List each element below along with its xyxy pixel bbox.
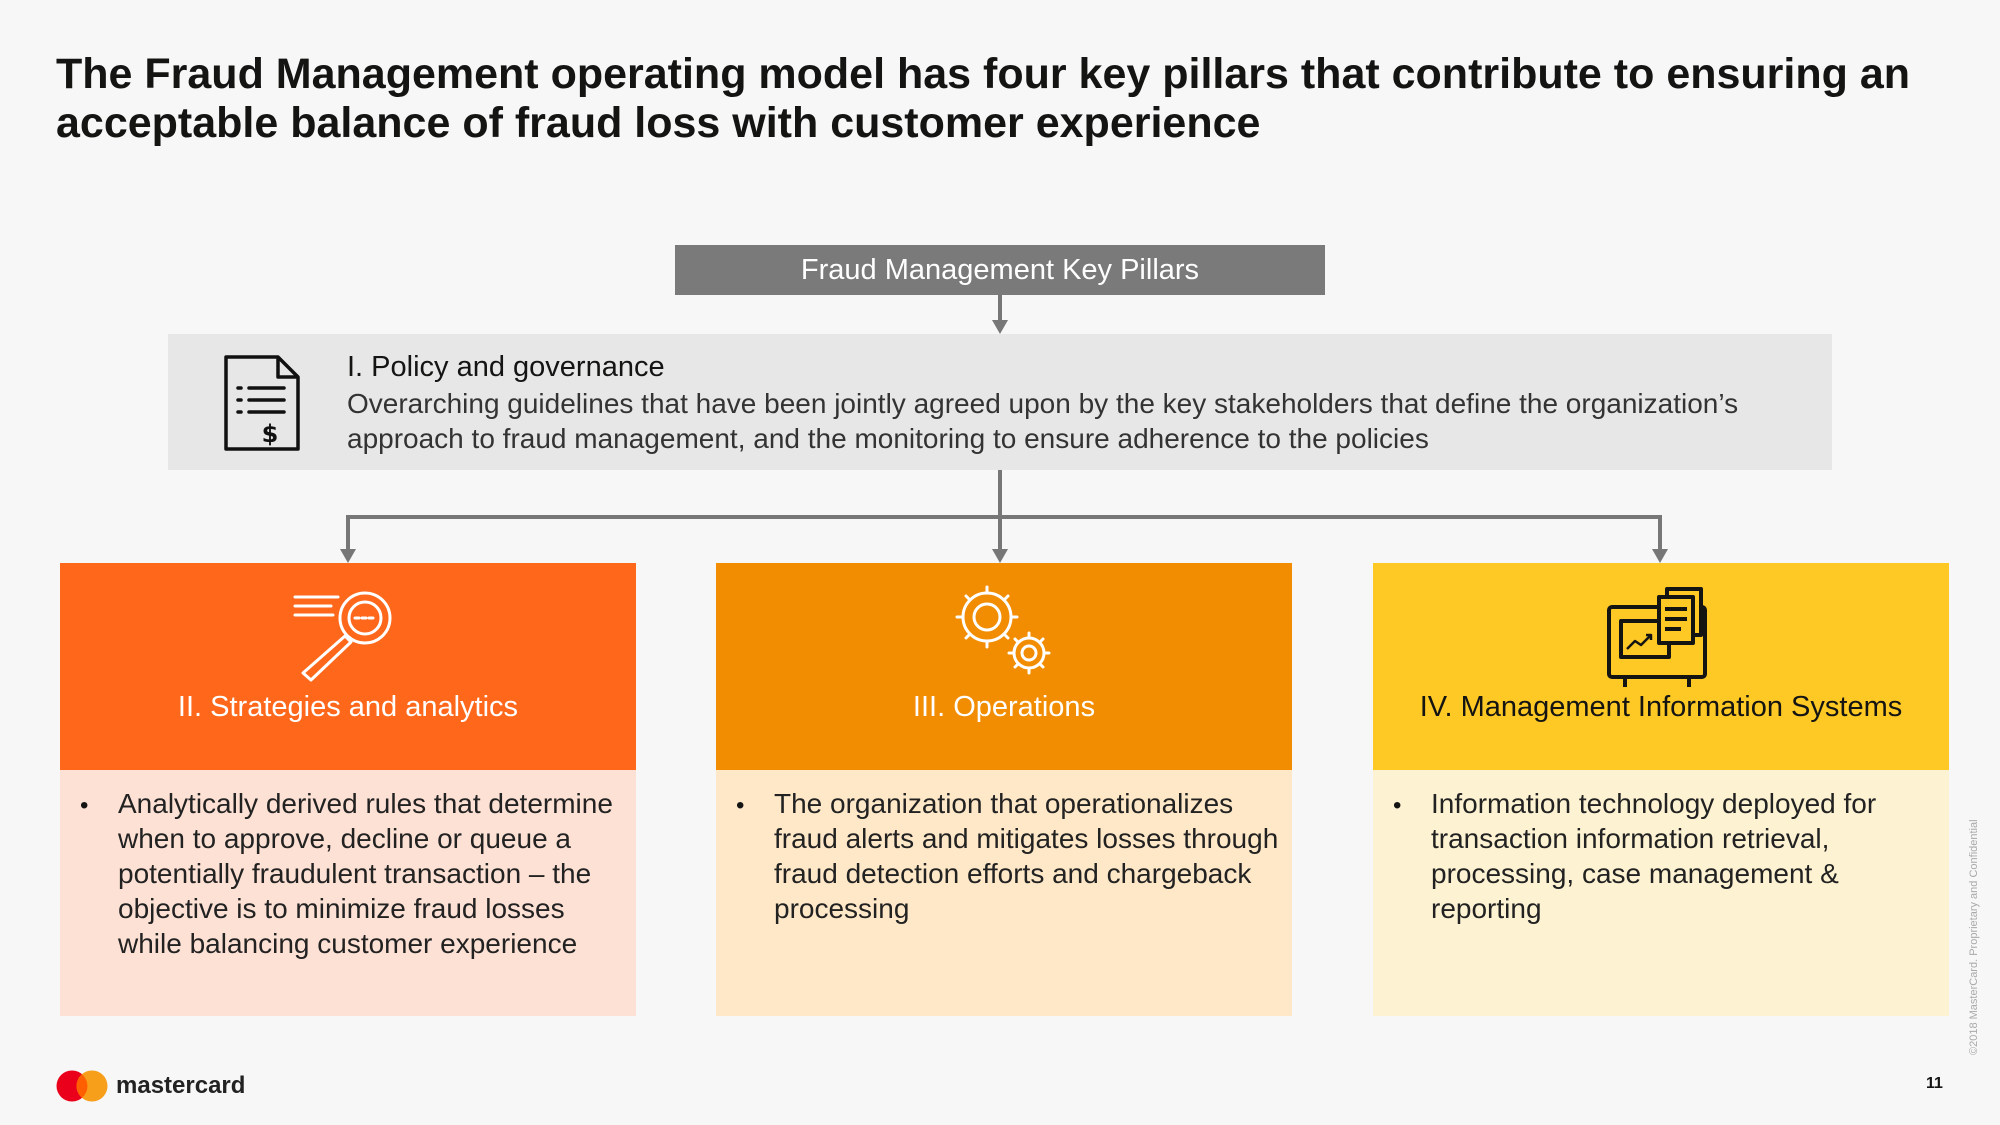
brand-wordmark: mastercard xyxy=(116,1072,246,1099)
policy-governance-box: $ I. Policy and governance Overarching g… xyxy=(168,334,1832,470)
key-pillars-header: Fraud Management Key Pillars xyxy=(675,245,1325,295)
mastercard-logo xyxy=(56,1070,108,1102)
pillar-title: III. Operations xyxy=(912,691,1096,723)
gears-icon xyxy=(955,585,1051,675)
pillar-header: II. Strategies and analytics xyxy=(60,563,636,770)
pillar-body: • Information technology deployed for tr… xyxy=(1373,770,1949,1016)
pillar-title: II. Strategies and analytics xyxy=(177,691,519,723)
magnifier-icon xyxy=(293,591,392,682)
svg-text:$: $ xyxy=(262,420,279,448)
slide-title: The Fraud Management operating model has… xyxy=(56,50,1911,147)
pillar-header: III. Operations xyxy=(716,563,1292,770)
document-dollar-icon: $ xyxy=(224,355,300,451)
copyright-notice: ©2018 MasterCard. Proprietary and Confid… xyxy=(1968,819,1980,1055)
bullet-marker: • xyxy=(1393,792,1402,819)
policy-description: Overarching guidelines that have been jo… xyxy=(347,388,1739,454)
pillar-description: The organization that operationalizes fr… xyxy=(774,788,1279,924)
pillar-description: Analytically derived rules that determin… xyxy=(118,788,613,959)
bullet-marker: • xyxy=(80,792,89,819)
page-number: 11 xyxy=(1926,1075,1943,1092)
pillar-operations: III. Operations • The organization that … xyxy=(716,563,1292,1016)
pillar-title: IV. Management Information Systems xyxy=(1419,691,1903,723)
monitor-report-icon xyxy=(1607,587,1707,687)
policy-title: I. Policy and governance xyxy=(347,351,665,383)
pillar-body: • The organization that operationalizes … xyxy=(716,770,1292,1016)
pillar-management-information-systems: IV. Management Information Systems • Inf… xyxy=(1373,563,1949,1016)
bullet-marker: • xyxy=(736,792,745,819)
pillar-header: IV. Management Information Systems xyxy=(1373,563,1949,770)
pillar-strategies-analytics: II. Strategies and analytics • Analytica… xyxy=(60,563,636,1016)
pillar-description: Information technology deployed for tran… xyxy=(1431,788,1877,924)
pillar-body: • Analytically derived rules that determ… xyxy=(60,770,636,1016)
